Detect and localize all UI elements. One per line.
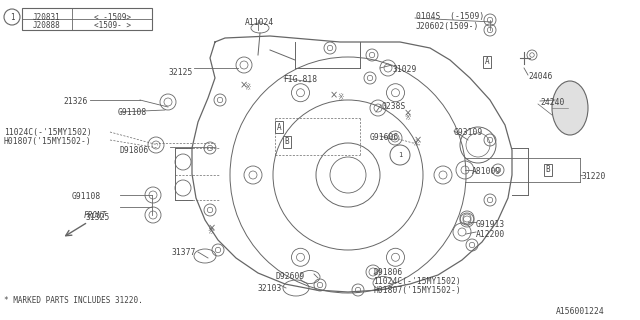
Text: 24046: 24046: [528, 72, 552, 81]
Text: H01807('15MY1502-): H01807('15MY1502-): [373, 286, 461, 295]
Text: A12200: A12200: [476, 230, 505, 239]
Text: FIG.818: FIG.818: [283, 75, 317, 84]
Text: ×: ×: [240, 80, 248, 90]
Text: 24240: 24240: [540, 98, 564, 107]
Text: J20831: J20831: [33, 13, 61, 22]
Text: A156001224: A156001224: [556, 307, 605, 316]
Text: ×: ×: [404, 108, 412, 118]
Text: B: B: [546, 165, 550, 174]
Text: < -1509>: < -1509>: [93, 13, 131, 22]
Text: ※: ※: [337, 92, 343, 101]
Text: ※: ※: [244, 84, 250, 92]
Text: J20888: J20888: [33, 21, 61, 30]
Text: A: A: [484, 58, 490, 67]
Bar: [22, 8, 152, 30]
Text: <1509- >: <1509- >: [93, 21, 131, 30]
Text: 0238S: 0238S: [381, 102, 405, 111]
Text: G91108: G91108: [72, 192, 101, 201]
Text: 32125: 32125: [168, 68, 193, 77]
Text: 31220: 31220: [582, 172, 606, 181]
Text: D92609: D92609: [276, 272, 305, 281]
Text: 1: 1: [10, 12, 14, 21]
Text: ※: ※: [404, 114, 410, 123]
Text: G91108: G91108: [118, 108, 147, 117]
Text: A11024: A11024: [245, 18, 275, 27]
Text: D91806: D91806: [373, 268, 403, 277]
Text: A81009: A81009: [472, 167, 501, 176]
Text: 11024C(-'15MY1502): 11024C(-'15MY1502): [4, 128, 92, 137]
Text: 31377: 31377: [172, 248, 196, 257]
Text: ※: ※: [412, 139, 418, 148]
Text: * MARKED PARTS INCLUDES 31220.: * MARKED PARTS INCLUDES 31220.: [4, 296, 143, 305]
Text: ※: ※: [207, 228, 213, 236]
Text: B: B: [285, 138, 289, 147]
Ellipse shape: [552, 81, 588, 135]
Text: ×: ×: [414, 135, 422, 145]
Text: 21326: 21326: [63, 97, 88, 106]
Text: 11024C(-'15MY1502): 11024C(-'15MY1502): [373, 277, 461, 286]
Text: G91913: G91913: [476, 220, 505, 229]
Text: G91606: G91606: [370, 133, 399, 142]
Text: D91806: D91806: [120, 146, 149, 155]
Text: 0104S  (-1509): 0104S (-1509): [416, 12, 484, 21]
Text: 32103: 32103: [258, 284, 282, 293]
Text: J20602(1509-): J20602(1509-): [416, 22, 479, 31]
Text: 31325: 31325: [86, 213, 110, 222]
Text: FRONT: FRONT: [84, 211, 107, 220]
Text: A: A: [276, 123, 282, 132]
Text: H01807('15MY1502-): H01807('15MY1502-): [4, 137, 92, 146]
Text: ×: ×: [330, 90, 338, 100]
Text: G93109: G93109: [454, 128, 483, 137]
Text: 1: 1: [398, 152, 402, 158]
Text: 31029: 31029: [393, 65, 417, 74]
Text: ×: ×: [208, 223, 216, 233]
